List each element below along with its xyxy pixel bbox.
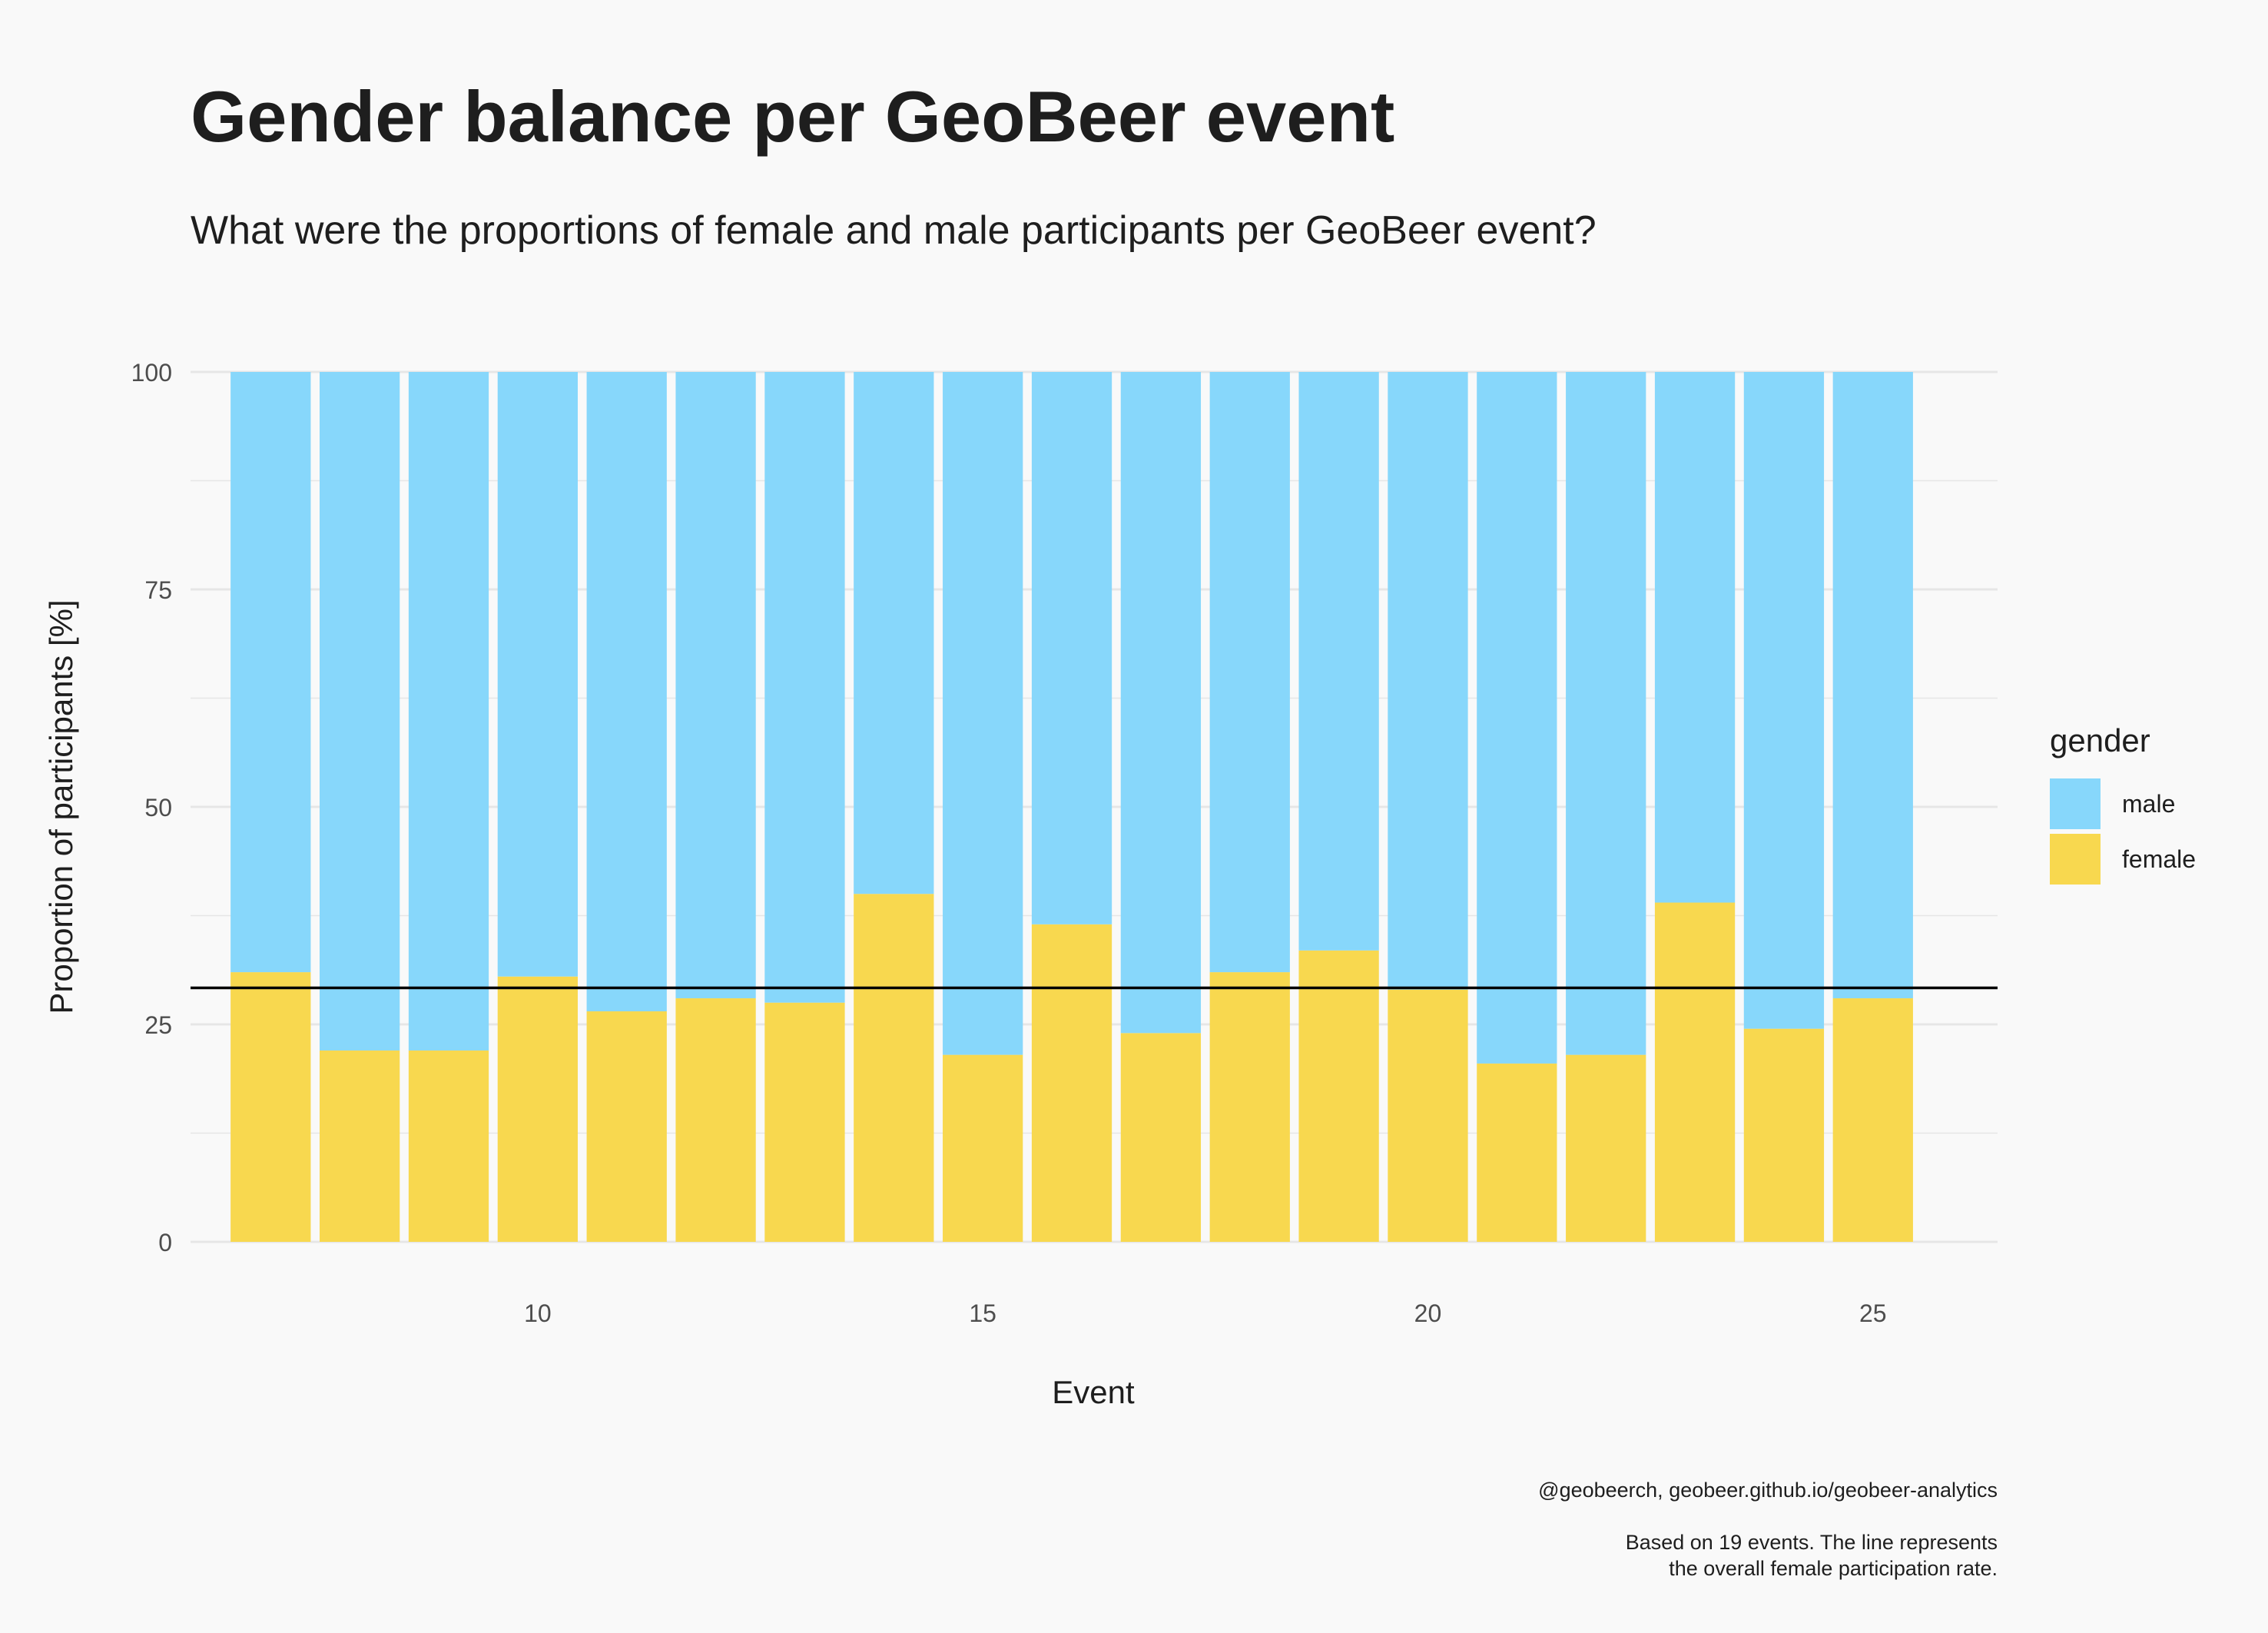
y-axis-ticks: 0 25 50 75 100: [131, 359, 172, 1256]
legend-title: gender: [2050, 722, 2150, 758]
bar-female-event-14: [854, 894, 934, 1242]
bar-female-event-12: [675, 998, 756, 1242]
bar-female-event-21: [1477, 1063, 1557, 1242]
bar-female-event-24: [1743, 1028, 1825, 1242]
bar-male-event-19: [1298, 372, 1379, 951]
x-axis-label: Event: [1052, 1374, 1135, 1410]
legend: gender male female: [2050, 722, 2196, 887]
bar-male-event-14: [854, 372, 934, 894]
legend-label-male: male: [2122, 789, 2176, 818]
bar-male-event-15: [943, 372, 1023, 1055]
x-axis-ticks: 10 15 20 25: [524, 1299, 1887, 1327]
legend-swatch-male: [2050, 778, 2101, 829]
bar-male-event-18: [1209, 372, 1290, 973]
y-tick-label: 50: [144, 794, 172, 821]
bar-male-event-22: [1566, 372, 1646, 1055]
bar-female-event-15: [943, 1054, 1023, 1242]
caption-note-line1: Based on 19 events. The line represents: [1625, 1531, 1998, 1554]
x-tick-label: 20: [1414, 1299, 1442, 1327]
bar-male-event-12: [675, 372, 756, 999]
caption-note-line2: the overall female participation rate.: [1669, 1557, 1998, 1580]
bar-male-event-16: [1031, 372, 1112, 924]
bar-male-event-10: [497, 372, 578, 977]
bar-female-event-23: [1654, 902, 1736, 1242]
legend-item-female: female: [2050, 831, 2196, 887]
bar-male-event-8: [320, 372, 400, 1050]
bar-male-event-25: [1832, 372, 1913, 999]
bar-female-event-8: [320, 1050, 400, 1242]
bar-female-event-18: [1209, 972, 1290, 1242]
bar-female-event-25: [1832, 998, 1913, 1242]
bar-female-event-17: [1120, 1033, 1202, 1242]
bar-female-event-9: [408, 1050, 489, 1242]
y-tick-label: 25: [144, 1011, 172, 1039]
y-tick-label: 0: [158, 1229, 172, 1256]
caption: @geobeerch, geobeer.github.io/geobeer-an…: [1538, 1477, 1998, 1582]
bar-male-event-23: [1654, 372, 1736, 903]
bar-female-event-10: [497, 976, 578, 1242]
caption-source: @geobeerch, geobeer.github.io/geobeer-an…: [1538, 1479, 1998, 1502]
x-tick-label: 10: [524, 1299, 552, 1327]
y-tick-label: 75: [144, 576, 172, 604]
x-tick-label: 25: [1859, 1299, 1887, 1327]
y-axis-label: Proportion of participants [%]: [43, 599, 79, 1014]
bar-female-event-20: [1388, 989, 1468, 1242]
bar-female-event-19: [1298, 950, 1379, 1242]
chart-subtitle: What were the proportions of female and …: [191, 208, 1597, 253]
bar-male-event-24: [1743, 372, 1825, 1029]
legend-swatch-female: [2050, 834, 2101, 885]
legend-label-female: female: [2122, 845, 2197, 873]
bar-female-event-13: [764, 1002, 845, 1242]
chart-title: Gender balance per GeoBeer event: [191, 76, 1395, 157]
y-tick-label: 100: [131, 359, 172, 387]
x-tick-label: 15: [969, 1299, 996, 1327]
bar-female-event-11: [586, 1011, 667, 1242]
bar-male-event-9: [408, 372, 489, 1050]
bar-male-event-17: [1120, 372, 1202, 1034]
bar-male-event-7: [230, 372, 311, 973]
bar-female-event-16: [1031, 924, 1112, 1242]
bar-male-event-11: [586, 372, 667, 1012]
bar-male-event-20: [1388, 372, 1468, 990]
bars: [230, 372, 1913, 1242]
bar-female-event-22: [1566, 1054, 1646, 1242]
bar-male-event-13: [764, 372, 845, 1003]
bar-female-event-7: [230, 972, 311, 1242]
bar-male-event-21: [1477, 372, 1557, 1064]
legend-item-male: male: [2050, 776, 2196, 831]
